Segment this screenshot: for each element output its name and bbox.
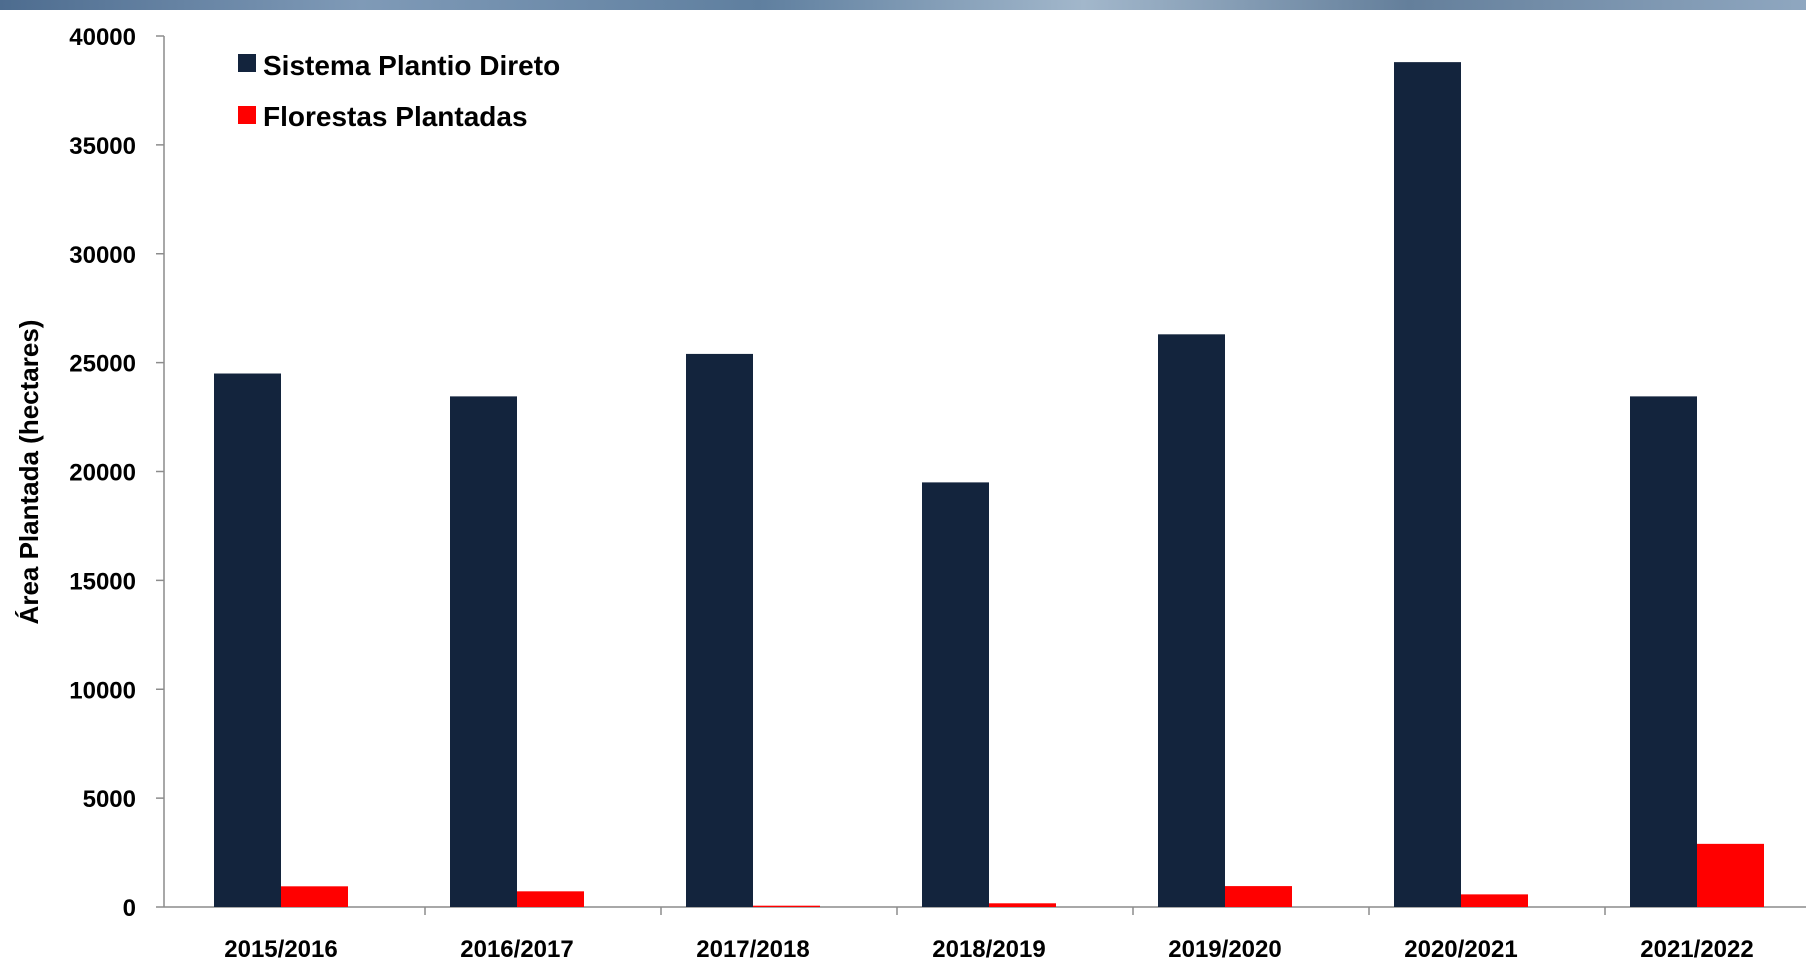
y-tick-label: 0: [123, 895, 136, 922]
y-tick-label: 15000: [69, 568, 136, 595]
bar-florestas-plantadas: [989, 903, 1056, 907]
bar-florestas-plantadas: [1461, 894, 1528, 907]
y-axis-ticks: 0 5000 10000 15000 20000 25000 30000 35000 40000: [69, 24, 164, 922]
legend-swatch-florestas-plantadas: [238, 106, 256, 124]
legend-label-sistema-plantio-direto: Sistema Plantio Direto: [263, 50, 560, 81]
bar-sistema-plantio-direto: [922, 482, 989, 907]
x-tick-label: 2021/2022: [1640, 936, 1753, 962]
y-tick-label: 10000: [69, 677, 136, 704]
y-tick-label: 30000: [69, 242, 136, 269]
bar-sistema-plantio-direto: [1630, 396, 1697, 907]
bar-sistema-plantio-direto: [1158, 334, 1225, 907]
bar-florestas-plantadas: [1225, 886, 1292, 907]
chart-legend: Sistema Plantio Direto Florestas Plantad…: [238, 50, 560, 132]
x-tick-label: 2018/2019: [932, 936, 1045, 962]
decorative-photo-strip: [0, 0, 1806, 10]
x-tick-label: 2019/2020: [1168, 936, 1281, 962]
y-tick-label: 40000: [69, 24, 136, 51]
y-tick-label: 35000: [69, 133, 136, 160]
x-axis-ticks: 2015/2016 2016/2017 2017/2018 2018/2019 2019…: [224, 907, 1754, 962]
x-tick-label: 2020/2021: [1404, 936, 1517, 962]
y-tick-label: 20000: [69, 460, 136, 487]
bar-sistema-plantio-direto: [450, 396, 517, 907]
bar-sistema-plantio-direto: [214, 373, 281, 907]
x-tick-label: 2017/2018: [696, 936, 809, 962]
chart-bars: [214, 62, 1764, 907]
bar-florestas-plantadas: [753, 905, 820, 907]
legend-swatch-sistema-plantio-direto: [238, 54, 256, 72]
y-tick-label: 5000: [83, 786, 136, 813]
bar-florestas-plantadas: [1697, 843, 1764, 907]
bar-florestas-plantadas: [281, 886, 348, 907]
y-tick-label: 25000: [69, 351, 136, 378]
bar-sistema-plantio-direto: [1394, 62, 1461, 907]
y-axis-label: Área Plantada (hectares): [14, 320, 44, 625]
x-tick-label: 2015/2016: [224, 936, 337, 962]
bar-florestas-plantadas: [517, 891, 584, 907]
bar-sistema-plantio-direto: [686, 353, 753, 907]
x-tick-label: 2016/2017: [460, 936, 573, 962]
legend-label-florestas-plantadas: Florestas Plantadas: [263, 101, 528, 132]
